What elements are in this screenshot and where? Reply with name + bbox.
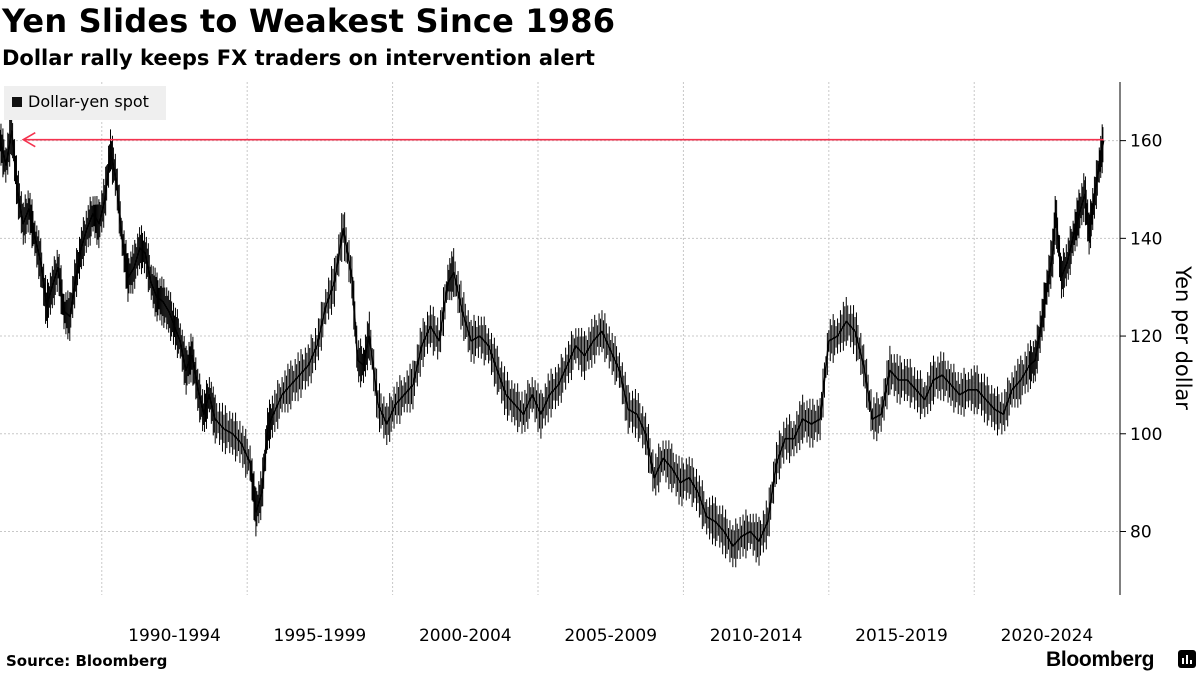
y-tick-label: 160 — [1130, 132, 1162, 152]
y-tick-label: 120 — [1130, 327, 1162, 347]
legend-swatch — [12, 97, 22, 107]
x-tick-label: 1990-1994 — [128, 626, 221, 646]
y-axis: 80 100 120 140 160 — [1119, 82, 1162, 595]
x-axis-labels: 1990-1994 1995-1999 2000-2004 2005-2009 2010… — [128, 626, 1093, 646]
bloomberg-logo-icon — [1178, 650, 1196, 668]
x-tick-label: 1995-1999 — [274, 626, 367, 646]
series-line-dollar-yen — [0, 130, 1105, 547]
reference-line-layer — [21, 131, 1104, 148]
y-axis-title: Yen per dollar — [1171, 265, 1195, 410]
legend-label: Dollar-yen spot — [28, 92, 149, 111]
series-layer — [0, 106, 1105, 568]
x-tick-label: 2000-2004 — [419, 626, 512, 646]
y-tick-label: 80 — [1130, 522, 1152, 542]
reference-arrow-icon — [21, 131, 36, 148]
x-tick-label: 2015-2019 — [855, 626, 948, 646]
y-tick-label: 140 — [1130, 229, 1162, 249]
gridlines — [0, 82, 1120, 595]
x-tick-label: 2010-2014 — [710, 626, 803, 646]
chart-subtitle: Dollar rally keeps FX traders on interve… — [2, 46, 595, 70]
x-tick-label: 2005-2009 — [564, 626, 657, 646]
chart-title: Yen Slides to Weakest Since 1986 — [2, 2, 616, 40]
source-note: Source: Bloomberg — [6, 652, 168, 670]
y-tick-label: 100 — [1130, 425, 1162, 445]
brand-wordmark: Bloomberg — [1046, 648, 1155, 671]
x-tick-label: 2020-2024 — [1001, 626, 1094, 646]
legend: Dollar-yen spot — [4, 86, 166, 120]
